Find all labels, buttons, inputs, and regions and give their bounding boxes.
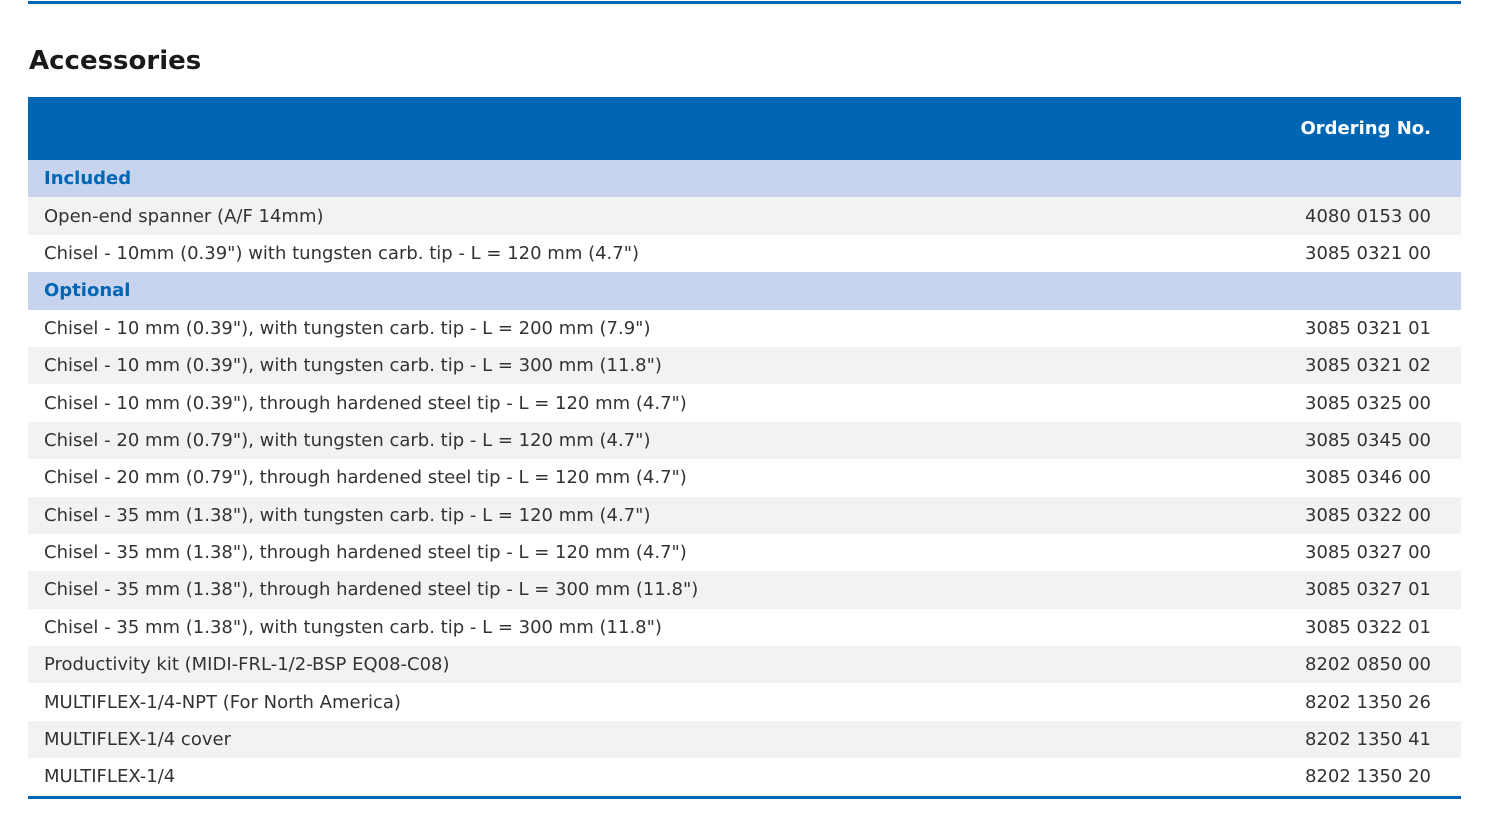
item-name: Chisel - 10 mm (0.39"), with tungsten ca… xyxy=(44,317,651,339)
table-row: Chisel - 20 mm (0.79"), through hardened… xyxy=(28,459,1461,496)
table-row: Chisel - 35 mm (1.38"), through hardened… xyxy=(28,571,1461,609)
table-row: Chisel - 35 mm (1.38"), with tungsten ca… xyxy=(28,609,1461,646)
top-rule xyxy=(28,1,1461,4)
ordering-number: 8202 1350 20 xyxy=(1305,766,1431,788)
item-name: Chisel - 35 mm (1.38"), with tungsten ca… xyxy=(44,616,662,638)
item-name: Chisel - 10mm (0.39") with tungsten carb… xyxy=(44,242,640,264)
item-name: Chisel - 10 mm (0.39"), through hardened… xyxy=(44,392,687,414)
table-row: MULTIFLEX-1/4 cover 8202 1350 41 xyxy=(28,720,1461,759)
ordering-number: 3085 0325 00 xyxy=(1305,392,1431,414)
table-row: Open-end spanner (A/F 14mm) 4080 0153 00 xyxy=(28,197,1461,235)
table-row: MULTIFLEX-1/4 8202 1350 20 xyxy=(28,758,1461,795)
table-row: Chisel - 20 mm (0.79"), with tungsten ca… xyxy=(28,421,1461,460)
item-name: MULTIFLEX-1/4 cover xyxy=(44,729,231,751)
ordering-number: 3085 0322 01 xyxy=(1305,616,1431,638)
ordering-number: 3085 0346 00 xyxy=(1305,467,1431,489)
item-name: MULTIFLEX-1/4 xyxy=(44,766,176,788)
table-row: Chisel - 10mm (0.39") with tungsten carb… xyxy=(28,235,1461,272)
ordering-number: 3085 0321 00 xyxy=(1305,242,1431,264)
table-row: Chisel - 35 mm (1.38"), through hardened… xyxy=(28,534,1461,571)
ordering-number: 8202 0850 00 xyxy=(1305,654,1431,676)
table-row: Chisel - 10 mm (0.39"), with tungsten ca… xyxy=(28,346,1461,385)
section-label: Optional xyxy=(28,272,1461,310)
header-cell: Ordering No. xyxy=(1300,118,1431,139)
table-row: Chisel - 10 mm (0.39"), with tungsten ca… xyxy=(28,310,1461,347)
table: Ordering No. Included Open-end spanner (A… xyxy=(28,97,1461,799)
item-name: MULTIFLEX-1/4-NPT (For North America) xyxy=(44,691,401,713)
ordering-number: 8202 1350 41 xyxy=(1305,729,1431,751)
item-name: Chisel - 35 mm (1.38"), through hardened… xyxy=(44,579,699,601)
table-row: Chisel - 35 mm (1.38"), with tungsten ca… xyxy=(28,496,1461,534)
section-label: Included xyxy=(28,160,1461,198)
ordering-number: 3085 0327 01 xyxy=(1305,579,1431,601)
item-name: Productivity kit (MIDI-FRL-1/2-BSP EQ08-… xyxy=(44,654,450,676)
item-name: Chisel - 10 mm (0.39"), with tungsten ca… xyxy=(44,355,662,377)
item-name: Open-end spanner (A/F 14mm) xyxy=(44,205,324,227)
table-row: Chisel - 10 mm (0.39"), through hardened… xyxy=(28,384,1461,421)
ordering-number: 3085 0327 00 xyxy=(1305,542,1431,564)
ordering-number: 3085 0345 00 xyxy=(1305,429,1431,451)
content: Accessories Ordering No. Included Open-en… xyxy=(28,0,1461,799)
ordering-number: 3085 0321 01 xyxy=(1305,317,1431,339)
item-name: Chisel - 35 mm (1.38"), with tungsten ca… xyxy=(44,504,651,526)
item-name: Chisel - 20 mm (0.79"), with tungsten ca… xyxy=(44,429,651,451)
item-name: Chisel - 20 mm (0.79"), through hardened… xyxy=(44,467,687,489)
heading: Accessories xyxy=(29,46,202,76)
ordering-number: 3085 0321 02 xyxy=(1305,355,1431,377)
ordering-number: 4080 0153 00 xyxy=(1305,205,1431,227)
table-row: MULTIFLEX-1/4-NPT (For North America) 820… xyxy=(28,683,1461,720)
ordering-number: 8202 1350 26 xyxy=(1305,691,1431,713)
ordering-number: 3085 0322 00 xyxy=(1305,504,1431,526)
table-header: Ordering No. xyxy=(28,97,1461,160)
item-name: Chisel - 35 mm (1.38"), through hardened… xyxy=(44,542,687,564)
bottom-rule xyxy=(28,795,1461,799)
table-row: Productivity kit (MIDI-FRL-1/2-BSP EQ08-… xyxy=(28,646,1461,684)
